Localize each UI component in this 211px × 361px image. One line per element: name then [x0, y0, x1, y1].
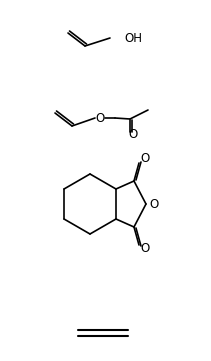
Text: O: O	[128, 127, 138, 140]
Text: O: O	[140, 152, 150, 165]
Text: OH: OH	[124, 31, 142, 44]
Text: O: O	[149, 197, 159, 210]
Text: O: O	[140, 243, 150, 256]
Text: O: O	[95, 112, 105, 125]
